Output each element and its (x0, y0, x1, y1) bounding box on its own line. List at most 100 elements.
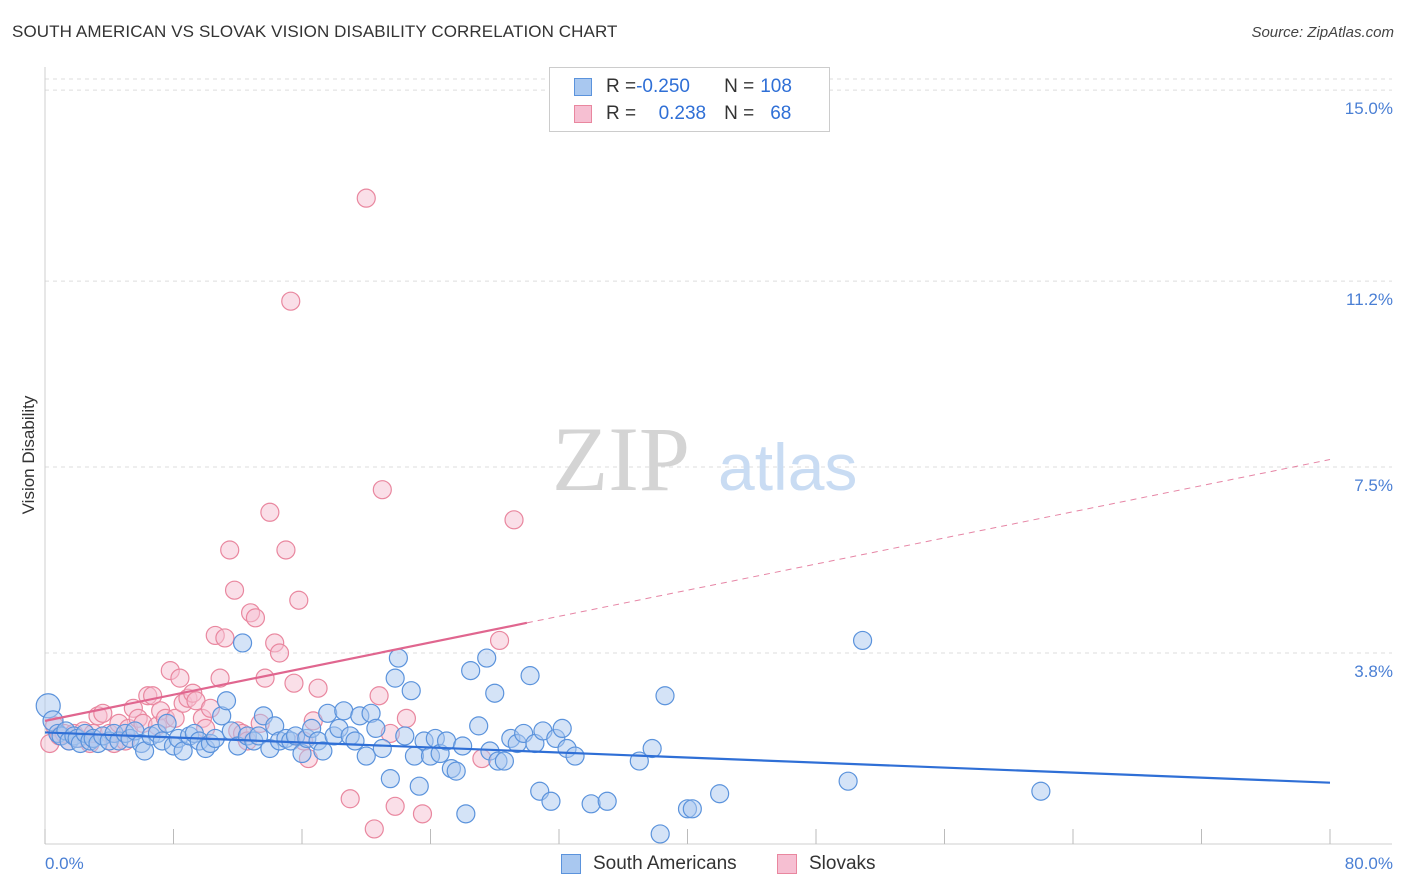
slovak-point (340, 789, 360, 809)
south-american-point (565, 746, 585, 766)
south-american-point (372, 738, 392, 759)
legend-row-slovaks: R = 0.238 N = 68 (574, 102, 791, 126)
south-american-point (318, 703, 338, 723)
south-american-point (597, 791, 617, 811)
slovak-point (412, 804, 433, 824)
south-american-point (1031, 781, 1051, 801)
south-american-point (581, 794, 601, 814)
slovak-point (385, 796, 405, 816)
watermark-zip: ZIP (552, 408, 690, 510)
south-americans-trend-line (44, 731, 1331, 784)
south-american-point (216, 691, 237, 711)
south-american-point (232, 633, 253, 653)
x-tick-labels: 0.0% 80.0% (45, 854, 1393, 873)
south-american-point (494, 751, 514, 771)
r-label: R = (606, 103, 637, 124)
n-value: 108 (760, 76, 792, 97)
south-american-point (852, 630, 873, 651)
slovak-point (276, 540, 296, 560)
slovak-point (269, 643, 290, 663)
south-american-point (477, 648, 497, 668)
slovak-point (396, 708, 417, 728)
south-american-point (380, 769, 400, 789)
slovak-point (369, 686, 389, 706)
slovak-point (364, 819, 384, 839)
legend-row-south-americans: R = -0.250 N = 108 (574, 75, 792, 99)
n-label: N = (724, 103, 755, 124)
slovak-point (308, 678, 328, 698)
slovak-point (220, 540, 240, 560)
y-tick-labels: 3.8% 7.5% 11.2% 15.0% (1345, 99, 1393, 681)
slovak-point (245, 608, 266, 628)
series-south-americans-points (35, 630, 1051, 844)
r-label: R = (606, 76, 637, 97)
pink-swatch-icon (574, 105, 592, 123)
south-american-point (485, 683, 505, 703)
slovak-point (170, 668, 190, 688)
south-american-point (642, 738, 662, 759)
chart-title: SOUTH AMERICAN VS SLOVAK VISION DISABILI… (12, 22, 618, 41)
trend-lines (44, 459, 1331, 784)
y-tick-label: 7.5% (1354, 476, 1393, 495)
legend-label: Slovaks (809, 853, 876, 874)
south-american-point (401, 681, 421, 701)
south-american-point (334, 701, 354, 721)
slovak-point (224, 580, 245, 600)
slovak-point (215, 628, 235, 648)
blue-swatch-icon (574, 78, 592, 96)
y-axis-label: Vision Disability (19, 395, 38, 514)
stats-legend: R = -0.250 N = 108 R = 0.238 N = 68 (549, 67, 830, 132)
south-american-point (655, 686, 675, 706)
slovak-point (289, 590, 309, 610)
south-american-point (395, 726, 415, 746)
south-american-point (552, 718, 572, 739)
watermark-atlas: atlas (718, 430, 857, 504)
south-american-point (710, 784, 730, 804)
south-american-point (650, 824, 670, 844)
south-american-point (356, 746, 376, 766)
x-tick-label: 80.0% (1345, 854, 1393, 873)
legend-label: South Americans (593, 853, 737, 874)
n-label: N = (724, 76, 755, 97)
south-american-point (838, 771, 858, 791)
south-american-point (313, 741, 333, 761)
slovak-point (210, 668, 230, 688)
n-value: 68 (770, 103, 792, 124)
south-american-point (541, 791, 561, 811)
legend-item-slovaks[interactable]: Slovaks (777, 852, 876, 876)
south-american-point (409, 776, 429, 796)
slovak-point (489, 630, 510, 651)
source-label: Source: ZipAtlas.com (1251, 24, 1394, 41)
y-tick-label: 15.0% (1345, 99, 1393, 118)
south-american-point (345, 731, 365, 751)
south-american-point (446, 761, 466, 781)
r-value: 0.238 (658, 103, 707, 124)
slovak-point (281, 291, 301, 311)
slovak-point (356, 188, 376, 208)
south-american-point (453, 736, 473, 756)
slovak-point (504, 510, 524, 530)
y-tick-label: 3.8% (1354, 662, 1393, 681)
slovak-point (260, 502, 280, 522)
south-american-point (157, 713, 177, 733)
south-american-point (682, 799, 702, 819)
south-american-point (461, 661, 481, 681)
slovaks-trend-line (44, 621, 528, 722)
south-american-point (366, 718, 386, 739)
pink-swatch-icon (777, 854, 797, 874)
slovak-point (372, 480, 392, 500)
y-tick-label: 11.2% (1346, 290, 1393, 309)
south-american-point (469, 716, 489, 736)
south-american-point (456, 804, 476, 824)
south-american-point (385, 668, 405, 688)
grid-lines (45, 78, 1392, 654)
south-american-point (520, 666, 540, 686)
x-tick-label: 0.0% (45, 854, 84, 873)
south-american-point (388, 648, 408, 668)
blue-swatch-icon (561, 854, 581, 874)
r-value: -0.250 (636, 76, 690, 97)
slovaks-trend-extension (526, 459, 1331, 624)
legend-item-south-americans[interactable]: South Americans (561, 852, 737, 876)
slovak-point (284, 673, 304, 693)
